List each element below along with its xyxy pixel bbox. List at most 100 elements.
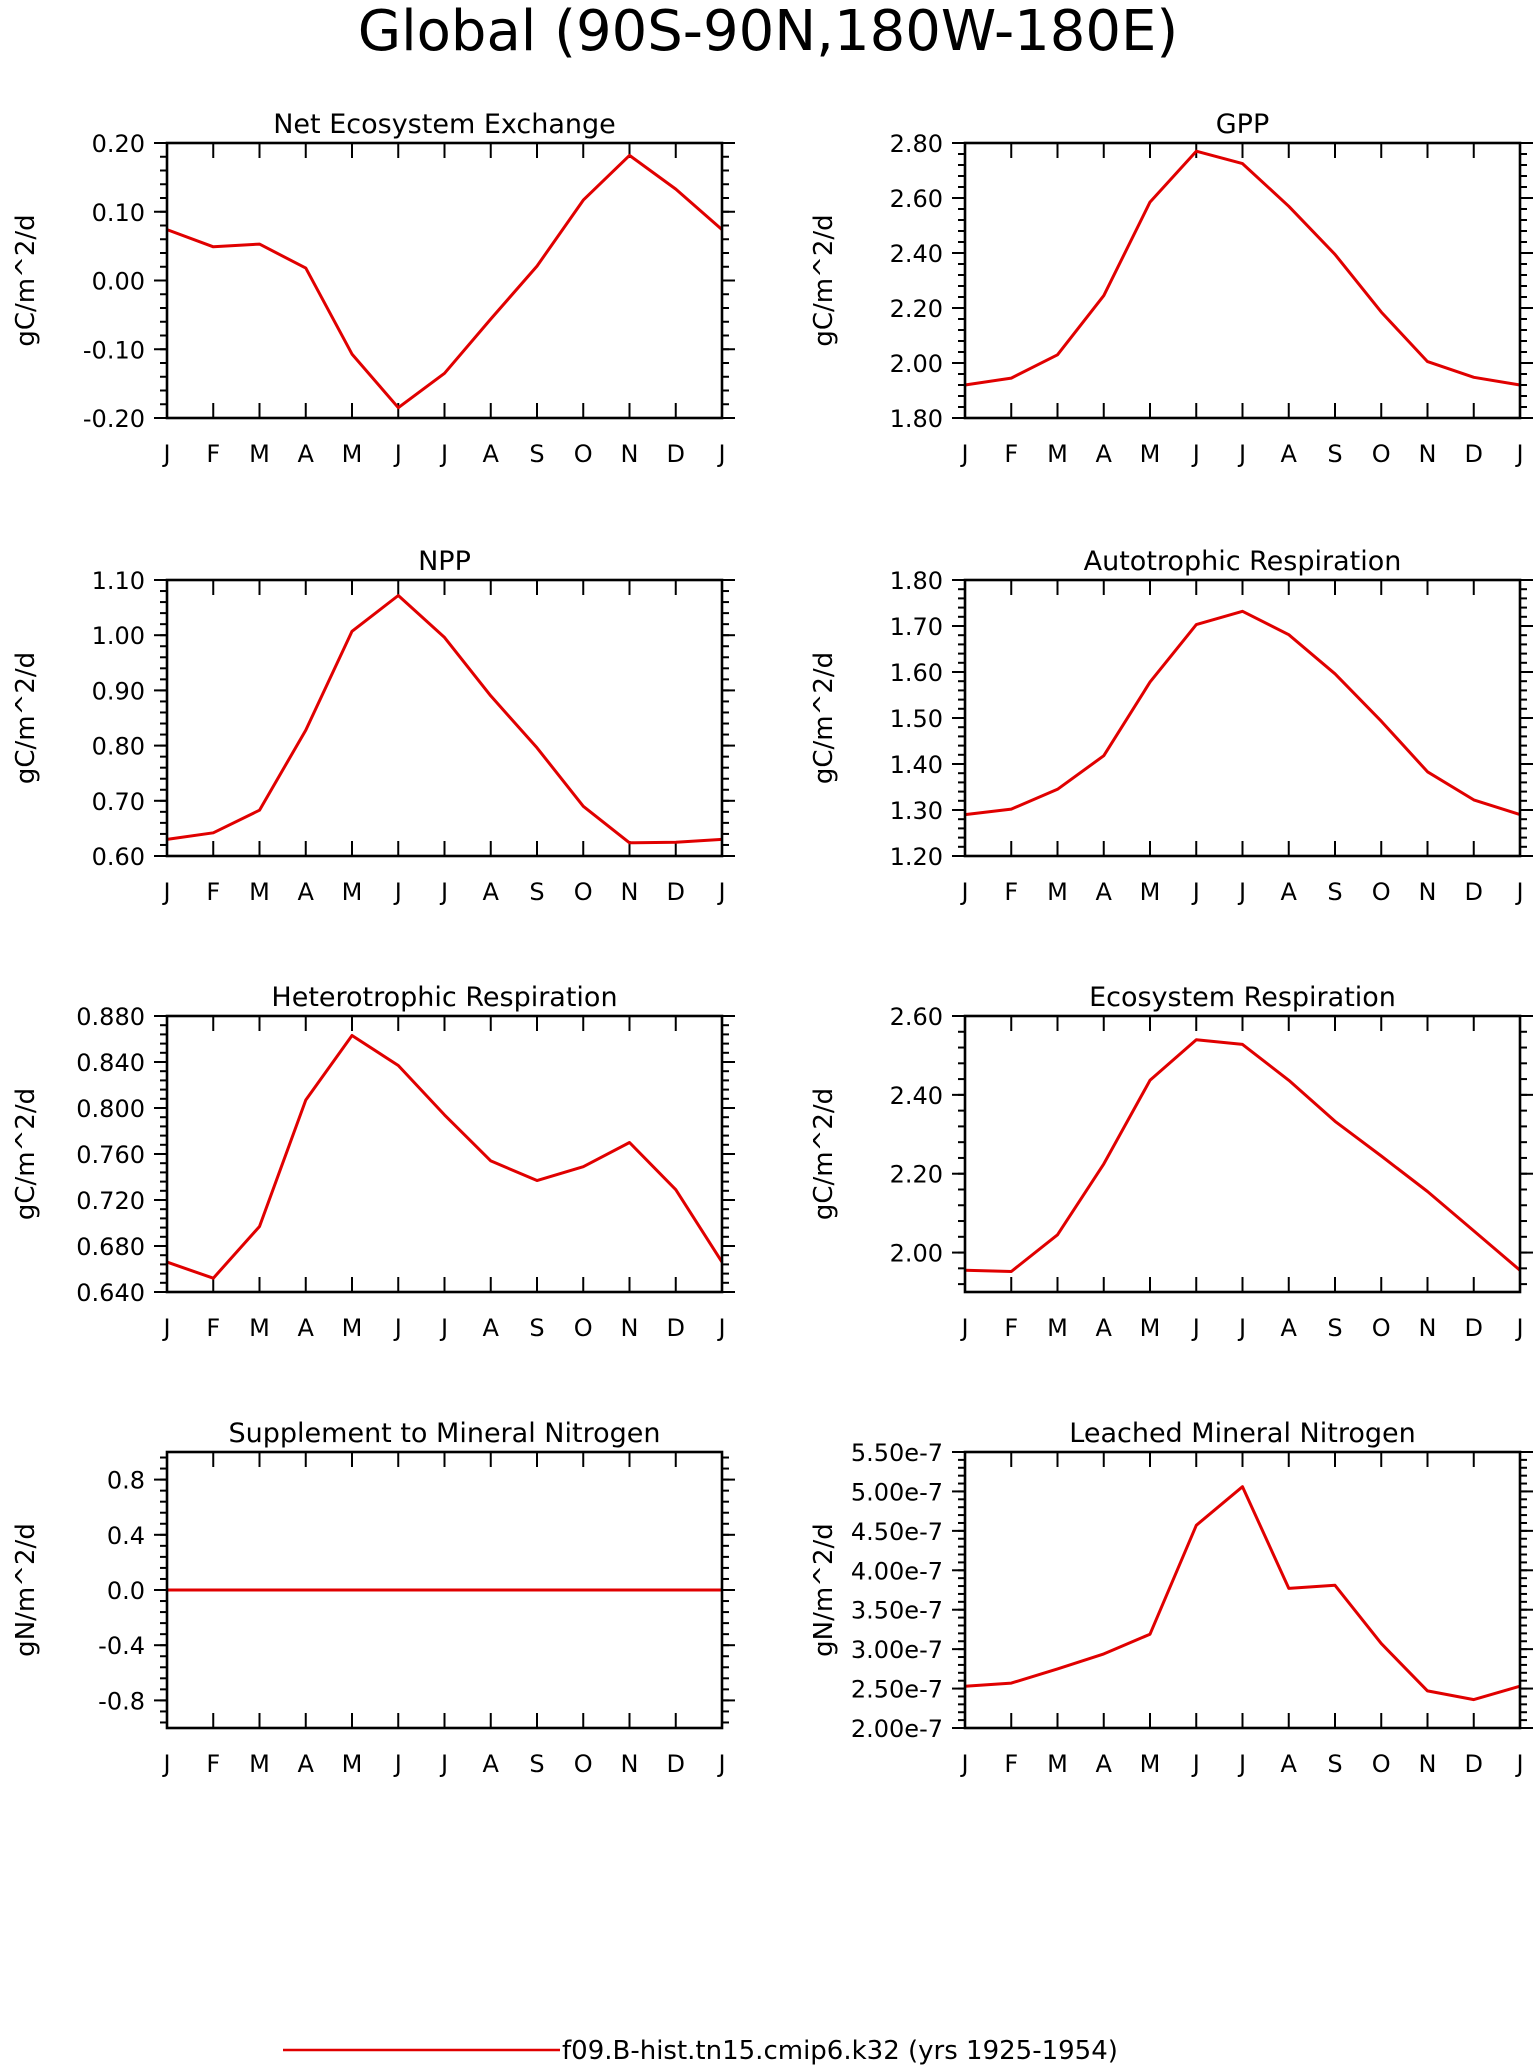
plot-frame (963, 141, 1522, 420)
y-axis-label: gC/m^2/d (809, 1088, 839, 1220)
y-tick-label: 2.50e-7 (851, 1676, 943, 1704)
y-tick-label: 2.00 (890, 1240, 943, 1268)
y-tick-label: 0.0 (107, 1577, 145, 1605)
x-tick-label: S (529, 1750, 544, 1778)
y-axis-label: gN/m^2/d (809, 1523, 839, 1657)
x-tick-label: J (959, 440, 968, 468)
y-tick-label: 1.20 (890, 843, 943, 871)
x-tick-label: D (667, 440, 685, 468)
x-tick-label: M (1047, 440, 1068, 468)
y-tick-label: 4.50e-7 (851, 1518, 943, 1546)
y-tick-label: 0.4 (107, 1522, 145, 1550)
x-tick-label: N (621, 878, 639, 906)
panel-title: GPP (1216, 109, 1270, 140)
x-tick-label: O (1372, 440, 1391, 468)
y-tick-label: -0.8 (98, 1687, 145, 1715)
x-tick-label: A (483, 1314, 500, 1342)
x-tick-label: A (483, 1750, 500, 1778)
y-tick-label: 1.10 (92, 567, 145, 595)
x-tick-label: D (667, 1750, 685, 1778)
y-tick-label: 0.880 (76, 1003, 145, 1031)
y-tick-label: 2.20 (890, 295, 943, 323)
x-tick-label: A (483, 878, 500, 906)
y-tick-label: 1.80 (890, 405, 943, 433)
y-axis-label: gC/m^2/d (809, 214, 839, 346)
x-tick-label: J (1191, 1314, 1200, 1342)
x-tick-label: A (298, 440, 315, 468)
x-tick-label: F (1004, 440, 1018, 468)
x-tick-label: N (1419, 440, 1437, 468)
x-tick-label: J (1237, 1750, 1246, 1778)
x-tick-label: N (1419, 878, 1437, 906)
x-tick-label: M (1047, 1314, 1068, 1342)
y-tick-label: 0.680 (76, 1233, 145, 1261)
x-tick-label: O (574, 1750, 593, 1778)
x-tick-label: M (1140, 1314, 1161, 1342)
x-tick-label: N (1419, 1750, 1437, 1778)
x-tick-label: A (298, 1314, 315, 1342)
y-tick-label: 0.760 (76, 1141, 145, 1169)
x-tick-label: J (1237, 440, 1246, 468)
x-tick-label: S (529, 878, 544, 906)
panel-title: NPP (418, 546, 471, 577)
x-tick-label: S (1327, 440, 1342, 468)
x-tick-label: M (342, 440, 363, 468)
x-tick-label: M (342, 878, 363, 906)
plot-frame (165, 141, 724, 420)
x-tick-label: J (716, 440, 725, 468)
panel-supplement-to-mineral-nitrogen: Supplement to Mineral Nitrogen gN/m^2/d J F… (11, 1418, 735, 1778)
x-tick-label: S (529, 1314, 544, 1342)
y-tick-label: 0.70 (92, 788, 145, 816)
x-tick-label: J (959, 878, 968, 906)
legend: f09.B-hist.tn15.cmip6.k32 (yrs 1925-1954… (283, 2036, 1118, 2066)
x-tick-label: D (667, 878, 685, 906)
x-tick-label: M (249, 1314, 270, 1342)
x-tick-label: A (1281, 440, 1298, 468)
y-tick-label: -0.4 (98, 1632, 145, 1660)
y-tick-label: 2.00 (890, 350, 943, 378)
y-tick-label: 2.60 (890, 185, 943, 213)
x-tick-label: J (439, 1750, 448, 1778)
x-tick-label: N (621, 1314, 639, 1342)
plot-frame (165, 1014, 724, 1294)
y-tick-label: -0.10 (83, 336, 145, 364)
x-tick-label: O (574, 1314, 593, 1342)
x-tick-label: A (1281, 1314, 1298, 1342)
x-tick-label: D (1465, 440, 1483, 468)
y-tick-label: 2.00e-7 (851, 1715, 943, 1743)
x-tick-label: N (1419, 1314, 1437, 1342)
y-tick-label: 2.60 (890, 1003, 943, 1031)
x-tick-label: J (161, 440, 170, 468)
x-tick-label: O (574, 878, 593, 906)
x-tick-label: J (393, 878, 402, 906)
y-tick-label: 0.90 (92, 677, 145, 705)
y-tick-label: 3.50e-7 (851, 1597, 943, 1625)
plot-frame (963, 578, 1522, 858)
x-tick-label: D (1465, 1750, 1483, 1778)
x-tick-label: M (1047, 1750, 1068, 1778)
x-tick-label: M (249, 1750, 270, 1778)
y-tick-label: 1.50 (890, 705, 943, 733)
x-tick-label: M (249, 878, 270, 906)
x-tick-label: O (1372, 1314, 1391, 1342)
y-tick-label: 4.00e-7 (851, 1557, 943, 1585)
y-tick-label: 2.40 (890, 240, 943, 268)
panel-title: Supplement to Mineral Nitrogen (229, 1418, 661, 1449)
panel-title: Net Ecosystem Exchange (273, 109, 616, 140)
y-tick-label: 1.80 (890, 567, 943, 595)
y-axis-label: gC/m^2/d (11, 1088, 41, 1220)
x-tick-label: M (1140, 440, 1161, 468)
x-tick-label: F (206, 1314, 220, 1342)
y-tick-label: 2.40 (890, 1082, 943, 1110)
x-tick-label: D (1465, 878, 1483, 906)
x-tick-label: N (621, 440, 639, 468)
y-tick-label: 0.800 (76, 1095, 145, 1123)
series-line (964, 149, 1521, 387)
y-tick-label: -0.20 (83, 405, 145, 433)
x-tick-label: A (1096, 440, 1113, 468)
x-tick-label: M (249, 440, 270, 468)
x-tick-label: J (959, 1314, 968, 1342)
y-tick-label: 0.840 (76, 1049, 145, 1077)
